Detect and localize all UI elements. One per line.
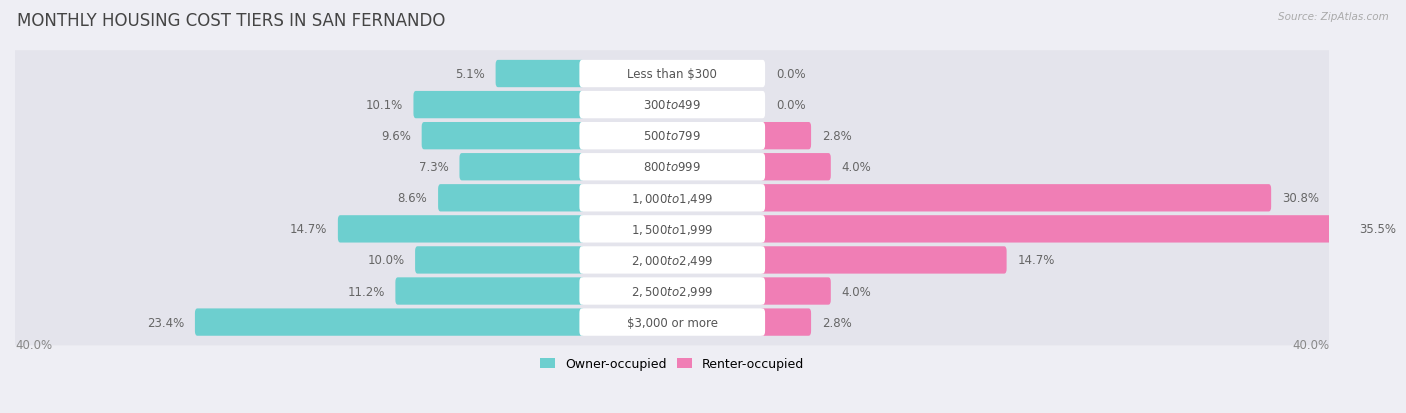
- Text: $300 to $499: $300 to $499: [644, 99, 702, 112]
- Text: $2,500 to $2,999: $2,500 to $2,999: [631, 284, 713, 298]
- Text: 7.3%: 7.3%: [419, 161, 449, 174]
- Text: 0.0%: 0.0%: [776, 99, 806, 112]
- Text: 9.6%: 9.6%: [381, 130, 411, 143]
- FancyBboxPatch shape: [761, 154, 831, 181]
- FancyBboxPatch shape: [579, 154, 765, 181]
- Text: 14.7%: 14.7%: [290, 223, 328, 236]
- Text: 5.1%: 5.1%: [456, 68, 485, 81]
- Text: Source: ZipAtlas.com: Source: ZipAtlas.com: [1278, 12, 1389, 22]
- FancyBboxPatch shape: [10, 268, 1334, 315]
- FancyBboxPatch shape: [337, 216, 585, 243]
- FancyBboxPatch shape: [761, 216, 1348, 243]
- FancyBboxPatch shape: [579, 123, 765, 150]
- FancyBboxPatch shape: [10, 175, 1334, 221]
- FancyBboxPatch shape: [460, 154, 585, 181]
- FancyBboxPatch shape: [761, 123, 811, 150]
- FancyBboxPatch shape: [761, 185, 1271, 212]
- Text: $3,000 or more: $3,000 or more: [627, 316, 717, 329]
- FancyBboxPatch shape: [579, 278, 765, 305]
- Text: 8.6%: 8.6%: [398, 192, 427, 205]
- Text: 35.5%: 35.5%: [1360, 223, 1396, 236]
- Text: $2,000 to $2,499: $2,000 to $2,499: [631, 253, 713, 267]
- Text: 2.8%: 2.8%: [821, 130, 852, 143]
- FancyBboxPatch shape: [579, 309, 765, 336]
- Text: 10.0%: 10.0%: [367, 254, 405, 267]
- Text: 4.0%: 4.0%: [841, 161, 872, 174]
- Text: 11.2%: 11.2%: [347, 285, 385, 298]
- Text: 30.8%: 30.8%: [1282, 192, 1319, 205]
- FancyBboxPatch shape: [761, 247, 1007, 274]
- FancyBboxPatch shape: [415, 247, 585, 274]
- FancyBboxPatch shape: [10, 237, 1334, 284]
- FancyBboxPatch shape: [579, 216, 765, 243]
- FancyBboxPatch shape: [10, 82, 1334, 128]
- Text: 4.0%: 4.0%: [841, 285, 872, 298]
- FancyBboxPatch shape: [761, 309, 811, 336]
- Text: $800 to $999: $800 to $999: [644, 161, 702, 174]
- FancyBboxPatch shape: [195, 309, 585, 336]
- FancyBboxPatch shape: [761, 278, 831, 305]
- FancyBboxPatch shape: [10, 206, 1334, 253]
- FancyBboxPatch shape: [413, 92, 585, 119]
- FancyBboxPatch shape: [439, 185, 585, 212]
- Text: $500 to $799: $500 to $799: [644, 130, 702, 143]
- FancyBboxPatch shape: [422, 123, 585, 150]
- FancyBboxPatch shape: [579, 247, 765, 274]
- Text: $1,500 to $1,999: $1,500 to $1,999: [631, 222, 713, 236]
- FancyBboxPatch shape: [10, 299, 1334, 346]
- Text: 14.7%: 14.7%: [1018, 254, 1054, 267]
- FancyBboxPatch shape: [579, 92, 765, 119]
- Text: MONTHLY HOUSING COST TIERS IN SAN FERNANDO: MONTHLY HOUSING COST TIERS IN SAN FERNAN…: [17, 12, 446, 30]
- FancyBboxPatch shape: [579, 185, 765, 212]
- FancyBboxPatch shape: [10, 113, 1334, 159]
- Text: 10.1%: 10.1%: [366, 99, 402, 112]
- Text: 40.0%: 40.0%: [1292, 338, 1330, 351]
- Text: $1,000 to $1,499: $1,000 to $1,499: [631, 191, 713, 205]
- FancyBboxPatch shape: [395, 278, 585, 305]
- FancyBboxPatch shape: [579, 61, 765, 88]
- Text: Less than $300: Less than $300: [627, 68, 717, 81]
- Text: 0.0%: 0.0%: [776, 68, 806, 81]
- Legend: Owner-occupied, Renter-occupied: Owner-occupied, Renter-occupied: [536, 353, 808, 375]
- FancyBboxPatch shape: [10, 144, 1334, 190]
- Text: 23.4%: 23.4%: [148, 316, 184, 329]
- Text: 40.0%: 40.0%: [15, 338, 52, 351]
- FancyBboxPatch shape: [495, 61, 585, 88]
- Text: 2.8%: 2.8%: [821, 316, 852, 329]
- FancyBboxPatch shape: [10, 51, 1334, 97]
